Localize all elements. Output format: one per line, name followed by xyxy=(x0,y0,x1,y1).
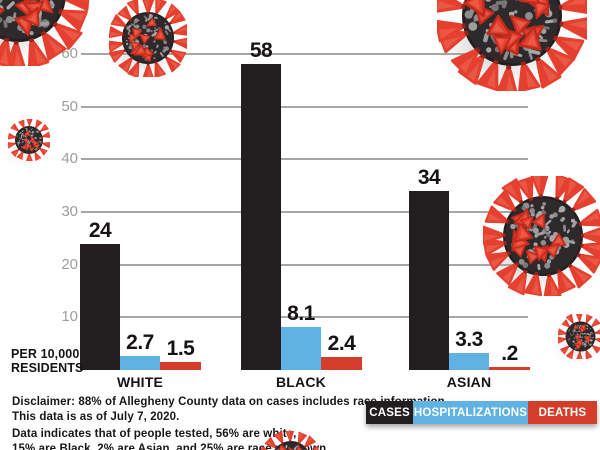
bar-cases-asian xyxy=(409,190,449,370)
gridline xyxy=(81,105,528,108)
y-axis-unit-label: PER 10,000 RESIDENTS xyxy=(11,347,83,376)
gridline xyxy=(81,316,528,319)
bar-value-label: .2 xyxy=(501,342,518,365)
y-axis-unit-line2: RESIDENTS xyxy=(11,361,84,376)
bar-value-label: 58 xyxy=(249,39,273,63)
y-axis-tick-label: 50 xyxy=(61,97,78,115)
disclaimer-line1: Disclaimer: 88% of Allegheny County data… xyxy=(12,396,448,408)
bar-value-label: 2.7 xyxy=(126,330,154,354)
bar-value-label: 2.4 xyxy=(327,332,356,356)
gridline xyxy=(81,52,528,55)
bar-value-label: 3.3 xyxy=(455,327,483,351)
testing-breakdown-note: Data indicates that of people tested, 56… xyxy=(12,427,330,450)
gridline xyxy=(81,158,528,161)
bar-value-label: 8.1 xyxy=(287,302,315,326)
y-axis-tick-label: 20 xyxy=(61,255,78,273)
testing-line2: 15% are Black, 2% are Asian, and 25% are… xyxy=(12,442,330,450)
disclaimer-line2: This data is as of July 7, 2020. xyxy=(12,410,180,423)
chart-legend: CASES HOSPITALIZATIONS DEATHS xyxy=(366,401,597,424)
bar-deaths-white xyxy=(160,362,201,370)
bar-hospitalizations-black xyxy=(281,327,321,370)
coronavirus-illustration xyxy=(556,312,600,364)
coronavirus-illustration xyxy=(107,0,190,82)
category-label-black: BLACK xyxy=(276,374,326,390)
coronavirus-illustration xyxy=(0,0,91,71)
category-label-white: WHITE xyxy=(116,374,164,390)
bar-deaths-asian xyxy=(489,367,530,370)
legend-item-cases: CASES xyxy=(366,401,413,424)
coronavirus-illustration xyxy=(259,429,321,450)
y-axis-tick-label: 10 xyxy=(61,308,78,326)
legend-item-hospitalizations: HOSPITALIZATIONS xyxy=(413,401,528,424)
bar-hospitalizations-white xyxy=(120,355,160,370)
coronavirus-illustration xyxy=(6,117,51,166)
testing-line1: Data indicates that of people tested, 56… xyxy=(12,428,297,440)
coronavirus-illustration xyxy=(482,173,600,301)
bar-deaths-black xyxy=(321,357,362,370)
category-label-asian: ASIAN xyxy=(446,374,492,390)
legend-item-deaths: DEATHS xyxy=(528,401,597,424)
gridline xyxy=(81,210,528,213)
coronavirus-illustration xyxy=(434,0,591,97)
bar-hospitalizations-asian xyxy=(449,352,489,370)
disclaimer-note: Disclaimer: 88% of Allegheny County data… xyxy=(12,395,448,425)
bar-value-label: 34 xyxy=(417,165,441,189)
bar-cases-white xyxy=(80,243,120,370)
y-axis-tick-label: 40 xyxy=(61,150,78,168)
bar-value-label: 1.5 xyxy=(166,337,195,361)
y-axis-unit-line1: PER 10,000 xyxy=(11,347,80,361)
gridline xyxy=(81,263,528,266)
bar-value-label: 24 xyxy=(88,218,112,242)
y-axis-tick-label: 30 xyxy=(61,202,78,220)
bar-cases-black xyxy=(241,64,281,370)
